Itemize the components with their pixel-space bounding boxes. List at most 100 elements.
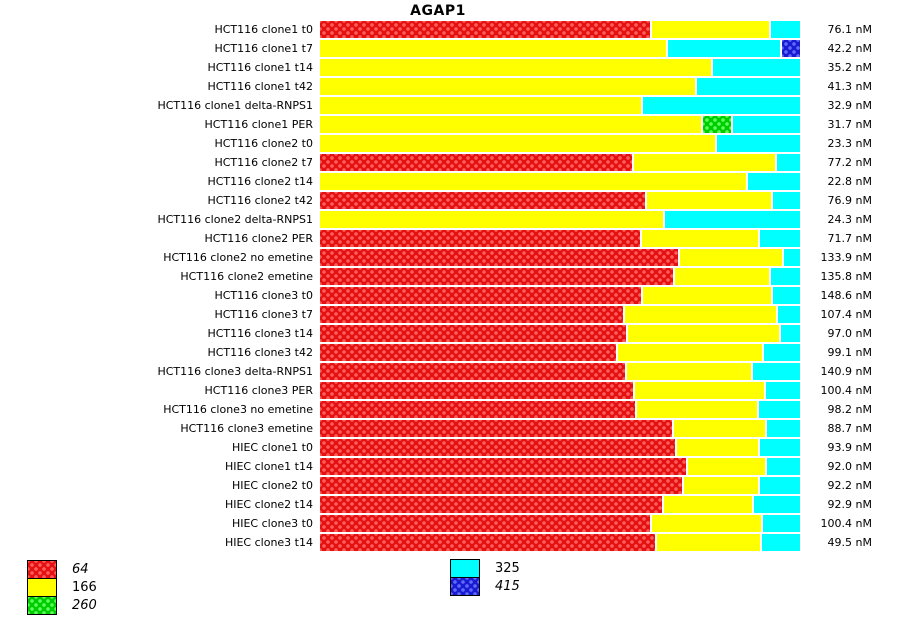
bar-segment-yellow — [625, 306, 778, 323]
bar-segment-red — [320, 268, 675, 285]
bar-segment-cyan — [762, 534, 800, 551]
row-label: HCT116 clone3 emetine — [180, 422, 313, 435]
bar-segment-yellow — [320, 173, 748, 190]
bar-row: HIEC clone2 t0 92.2 nM — [0, 477, 900, 494]
bar-row: HCT116 clone2 t42 76.9 nM — [0, 192, 900, 209]
value-label: 71.7 nM — [827, 232, 872, 245]
bar-segment-yellow — [664, 496, 754, 513]
stacked-bar — [320, 78, 800, 95]
value-label: 24.3 nM — [827, 213, 872, 226]
bar-segment-cyan — [754, 496, 800, 513]
stacked-bar — [320, 268, 800, 285]
bar-row: HCT116 clone2 t0 23.3 nM — [0, 135, 900, 152]
bar-segment-yellow — [320, 211, 665, 228]
value-label: 140.9 nM — [820, 365, 872, 378]
row-label: HIEC clone3 t14 — [224, 536, 313, 549]
row-label: HCT116 clone2 t7 — [214, 156, 313, 169]
bar-row: HCT116 clone3 PER 100.4 nM — [0, 382, 900, 399]
bar-segment-yellow — [618, 344, 764, 361]
row-label: HCT116 clone1 t0 — [214, 23, 313, 36]
legend-item: 64 — [27, 560, 97, 579]
stacked-bar — [320, 40, 800, 57]
row-label: HCT116 clone3 PER — [204, 384, 313, 397]
row-label: HCT116 clone1 PER — [204, 118, 313, 131]
value-label: 98.2 nM — [827, 403, 872, 416]
value-label: 148.6 nM — [820, 289, 872, 302]
legend-item: 260 — [27, 596, 97, 615]
bar-segment-red — [320, 325, 628, 342]
value-label: 133.9 nM — [820, 251, 872, 264]
bar-segment-cyan — [773, 192, 800, 209]
legend-swatch-yellow — [27, 578, 57, 597]
value-label: 42.2 nM — [827, 42, 872, 55]
bar-row: HIEC clone3 t14 49.5 nM — [0, 534, 900, 551]
bar-row: HCT116 clone2 PER 71.7 nM — [0, 230, 900, 247]
bar-segment-cyan — [668, 40, 782, 57]
value-label: 97.0 nM — [827, 327, 872, 340]
stacked-bar — [320, 439, 800, 456]
bar-segment-cyan — [777, 154, 800, 171]
row-label: HCT116 clone3 t14 — [207, 327, 313, 340]
row-label: HCT116 clone3 no emetine — [163, 403, 313, 416]
bar-segment-blue — [782, 40, 800, 57]
bar-segment-red — [320, 21, 652, 38]
value-label: 22.8 nM — [827, 175, 872, 188]
bar-segment-cyan — [766, 382, 800, 399]
stacked-bar — [320, 59, 800, 76]
bar-segment-red — [320, 344, 618, 361]
bar-row: HCT116 clone1 t7 42.2 nM — [0, 40, 900, 57]
bar-segment-red — [320, 534, 657, 551]
value-label: 107.4 nM — [820, 308, 872, 321]
value-label: 100.4 nM — [820, 517, 872, 530]
value-label: 93.9 nM — [827, 441, 872, 454]
value-label: 76.1 nM — [827, 23, 872, 36]
bar-segment-cyan — [717, 135, 800, 152]
stacked-bar — [320, 135, 800, 152]
bar-segment-red — [320, 192, 647, 209]
bar-segment-red — [320, 363, 627, 380]
legend-item: 166 — [27, 578, 97, 597]
bar-segment-red — [320, 439, 677, 456]
legend-label: 166 — [72, 580, 97, 595]
bar-segment-cyan — [665, 211, 800, 228]
value-label: 135.8 nM — [820, 270, 872, 283]
bar-segment-cyan — [759, 401, 800, 418]
row-label: HCT116 clone3 t7 — [214, 308, 313, 321]
stacked-bar — [320, 401, 800, 418]
legend-label: 260 — [72, 598, 97, 613]
bar-segment-red — [320, 477, 684, 494]
value-label: 92.9 nM — [827, 498, 872, 511]
bar-segment-yellow — [652, 21, 771, 38]
bar-row: HCT116 clone3 emetine 88.7 nM — [0, 420, 900, 437]
row-label: HCT116 clone3 delta-RNPS1 — [157, 365, 313, 378]
row-label: HCT116 clone2 emetine — [180, 270, 313, 283]
bar-segment-yellow — [647, 192, 773, 209]
bar-segment-cyan — [771, 268, 800, 285]
bar-segment-yellow — [652, 515, 763, 532]
bar-segment-red — [320, 287, 643, 304]
bar-row: HIEC clone3 t0 100.4 nM — [0, 515, 900, 532]
bar-segment-cyan — [767, 458, 800, 475]
row-label: HCT116 clone1 t42 — [207, 80, 313, 93]
stacked-bar — [320, 496, 800, 513]
value-label: 99.1 nM — [827, 346, 872, 359]
bar-segment-cyan — [764, 344, 800, 361]
row-label: HCT116 clone1 t7 — [214, 42, 313, 55]
bar-segment-green — [703, 116, 733, 133]
bar-row: HCT116 clone3 t0 148.6 nM — [0, 287, 900, 304]
bar-segment-yellow — [320, 78, 697, 95]
stacked-bar — [320, 420, 800, 437]
bar-row: HCT116 clone2 t14 22.8 nM — [0, 173, 900, 190]
bar-segment-yellow — [320, 135, 717, 152]
bar-row: HCT116 clone1 PER 31.7 nM — [0, 116, 900, 133]
bar-segment-yellow — [674, 420, 767, 437]
bar-segment-red — [320, 154, 634, 171]
bar-segment-red — [320, 458, 688, 475]
stacked-bar — [320, 325, 800, 342]
stacked-bar — [320, 306, 800, 323]
bar-segment-red — [320, 230, 642, 247]
value-label: 76.9 nM — [827, 194, 872, 207]
legend-label: 415 — [495, 579, 520, 594]
bar-segment-cyan — [760, 230, 800, 247]
bar-row: HCT116 clone1 t42 41.3 nM — [0, 78, 900, 95]
